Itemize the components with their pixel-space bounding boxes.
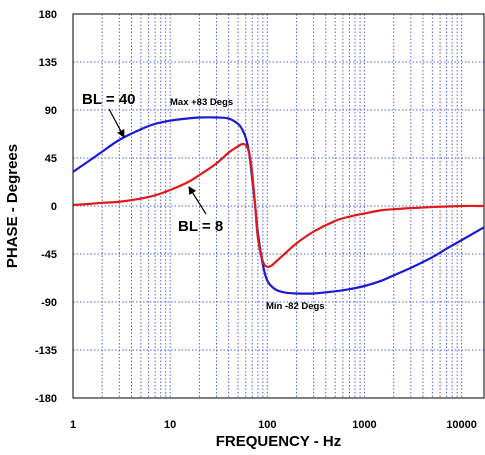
annotations: BL = 40 BL = 8 Max +83 Degs Min -82 Degs: [82, 91, 325, 312]
annotation-bl-8: BL = 8: [178, 218, 223, 235]
y-tick-label: -180: [35, 393, 57, 405]
y-axis-title: PHASE - Degrees: [4, 144, 21, 268]
series-line-bl-8: [72, 142, 485, 269]
series-line-bl-40: [72, 116, 485, 295]
x-tick-label: 10000: [446, 419, 477, 431]
y-tick-label: -135: [35, 345, 57, 357]
y-tick-label: 90: [45, 105, 57, 117]
series-layer: [72, 116, 485, 295]
y-tick-label: 45: [45, 153, 57, 165]
x-axis-title: FREQUENCY - Hz: [216, 433, 342, 450]
tick-labels: 180 135 90 45 0 -45 -90 -135 -180 1 10 100 1000 10000: [35, 9, 477, 431]
y-tick-label: -45: [41, 249, 57, 261]
annotation-max: Max +83 Degs: [170, 97, 233, 108]
arrow-bl-8: [188, 186, 207, 215]
y-tick-label: 135: [39, 57, 57, 69]
y-tick-label: 0: [51, 201, 57, 213]
x-tick-label: 1000: [352, 419, 376, 431]
annotation-bl-40: BL = 40: [82, 91, 136, 108]
plot-frame: [72, 13, 485, 399]
x-tick-label: 100: [258, 419, 276, 431]
y-tick-label: 180: [39, 9, 57, 21]
annotation-min: Min -82 Degs: [266, 301, 325, 312]
x-tick-label: 1: [70, 419, 76, 431]
grid: [73, 14, 484, 398]
arrow-bl-40: [108, 108, 125, 138]
y-tick-label: -90: [41, 297, 57, 309]
x-tick-label: 10: [164, 419, 176, 431]
